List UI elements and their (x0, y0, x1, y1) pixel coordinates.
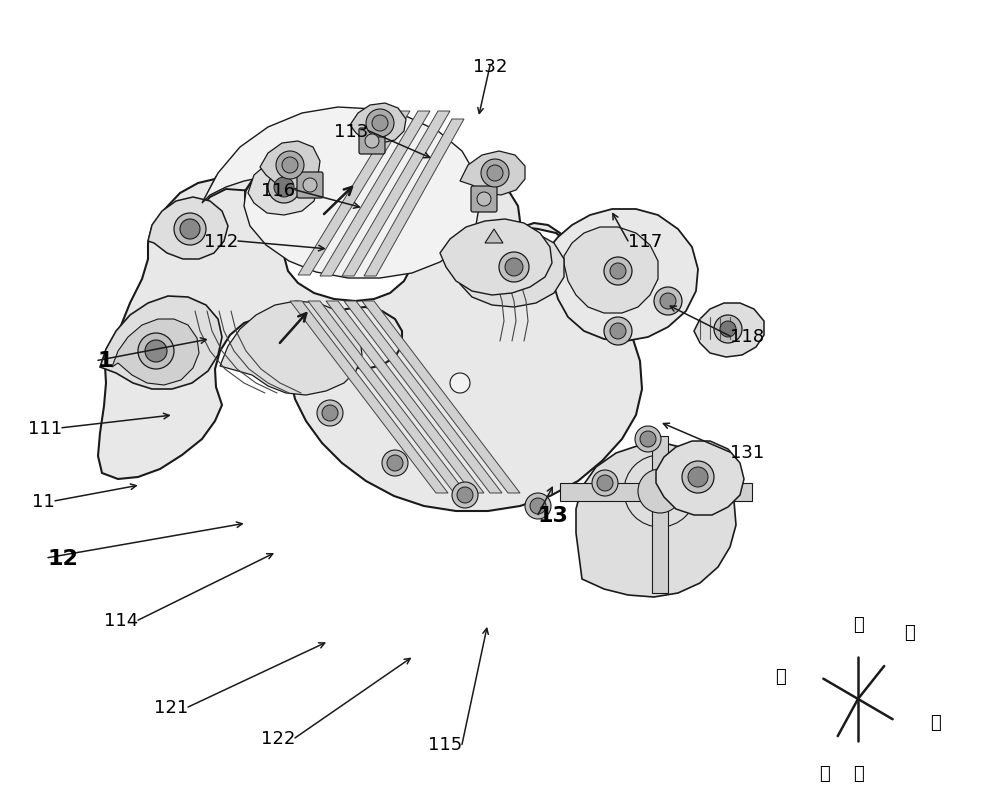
Text: 113: 113 (334, 122, 368, 140)
Polygon shape (100, 297, 222, 389)
Circle shape (452, 483, 478, 508)
Circle shape (635, 427, 661, 453)
Circle shape (274, 178, 294, 198)
Circle shape (145, 341, 167, 363)
Circle shape (610, 264, 626, 280)
Text: 114: 114 (104, 611, 138, 629)
Text: 上: 上 (853, 616, 863, 633)
Polygon shape (112, 320, 199, 385)
Text: 12: 12 (48, 548, 79, 568)
Polygon shape (564, 228, 658, 314)
Text: 右: 右 (904, 623, 915, 641)
Polygon shape (308, 302, 466, 493)
Circle shape (481, 160, 509, 188)
Polygon shape (342, 112, 450, 277)
Polygon shape (362, 302, 520, 493)
Polygon shape (202, 108, 480, 279)
Polygon shape (440, 220, 552, 296)
Circle shape (682, 461, 714, 493)
Circle shape (530, 499, 546, 514)
Circle shape (688, 467, 708, 487)
Polygon shape (350, 104, 406, 144)
Text: 左: 左 (819, 765, 830, 783)
Text: 116: 116 (261, 182, 295, 200)
Text: 后: 后 (930, 714, 941, 732)
Polygon shape (545, 210, 698, 341)
FancyBboxPatch shape (471, 187, 497, 212)
Circle shape (268, 172, 300, 204)
Polygon shape (485, 230, 503, 243)
Circle shape (487, 165, 503, 182)
Text: 131: 131 (730, 444, 764, 461)
Text: 111: 111 (28, 419, 62, 437)
Circle shape (303, 178, 317, 193)
Polygon shape (652, 436, 668, 594)
Circle shape (720, 322, 736, 337)
Circle shape (457, 487, 473, 504)
Text: 112: 112 (204, 233, 238, 251)
Circle shape (597, 475, 613, 491)
Text: 122: 122 (261, 729, 295, 747)
Text: 1: 1 (98, 351, 114, 371)
Circle shape (604, 258, 632, 285)
Circle shape (180, 220, 200, 240)
Polygon shape (456, 230, 564, 307)
Circle shape (372, 116, 388, 132)
Circle shape (387, 456, 403, 471)
Circle shape (366, 109, 394, 138)
Polygon shape (344, 302, 502, 493)
Circle shape (282, 158, 298, 174)
Circle shape (317, 401, 343, 427)
Polygon shape (220, 302, 362, 396)
Circle shape (640, 431, 656, 448)
Circle shape (714, 315, 742, 344)
Circle shape (276, 152, 304, 180)
Text: 前: 前 (775, 667, 786, 684)
Text: 117: 117 (628, 233, 662, 251)
Circle shape (604, 318, 632, 345)
FancyBboxPatch shape (359, 129, 385, 155)
Circle shape (499, 253, 529, 283)
Circle shape (477, 193, 491, 207)
Polygon shape (460, 152, 525, 195)
Polygon shape (290, 302, 448, 493)
Circle shape (654, 288, 682, 315)
Circle shape (450, 374, 470, 393)
Circle shape (660, 294, 676, 310)
Polygon shape (148, 198, 228, 260)
Circle shape (382, 450, 408, 476)
Circle shape (624, 456, 696, 527)
Text: 132: 132 (473, 58, 507, 75)
Polygon shape (320, 112, 430, 277)
Circle shape (638, 470, 682, 513)
Text: 13: 13 (538, 505, 569, 525)
Text: 11: 11 (32, 492, 55, 510)
Polygon shape (98, 178, 642, 512)
Polygon shape (248, 160, 318, 216)
Polygon shape (694, 303, 764, 358)
Text: 下: 下 (853, 765, 863, 783)
Polygon shape (200, 112, 476, 277)
FancyBboxPatch shape (297, 173, 323, 199)
Text: 115: 115 (428, 736, 462, 753)
Circle shape (592, 470, 618, 496)
Circle shape (505, 259, 523, 277)
Polygon shape (364, 120, 464, 277)
Circle shape (174, 214, 206, 246)
Polygon shape (656, 441, 744, 515)
Polygon shape (326, 302, 484, 493)
Circle shape (322, 406, 338, 422)
Polygon shape (298, 112, 410, 276)
Polygon shape (560, 483, 752, 501)
Circle shape (525, 493, 551, 519)
Circle shape (610, 324, 626, 340)
Circle shape (365, 135, 379, 148)
Polygon shape (260, 142, 320, 190)
Text: 118: 118 (730, 328, 764, 345)
Text: 121: 121 (154, 698, 188, 716)
Polygon shape (576, 444, 736, 597)
Circle shape (138, 333, 174, 370)
